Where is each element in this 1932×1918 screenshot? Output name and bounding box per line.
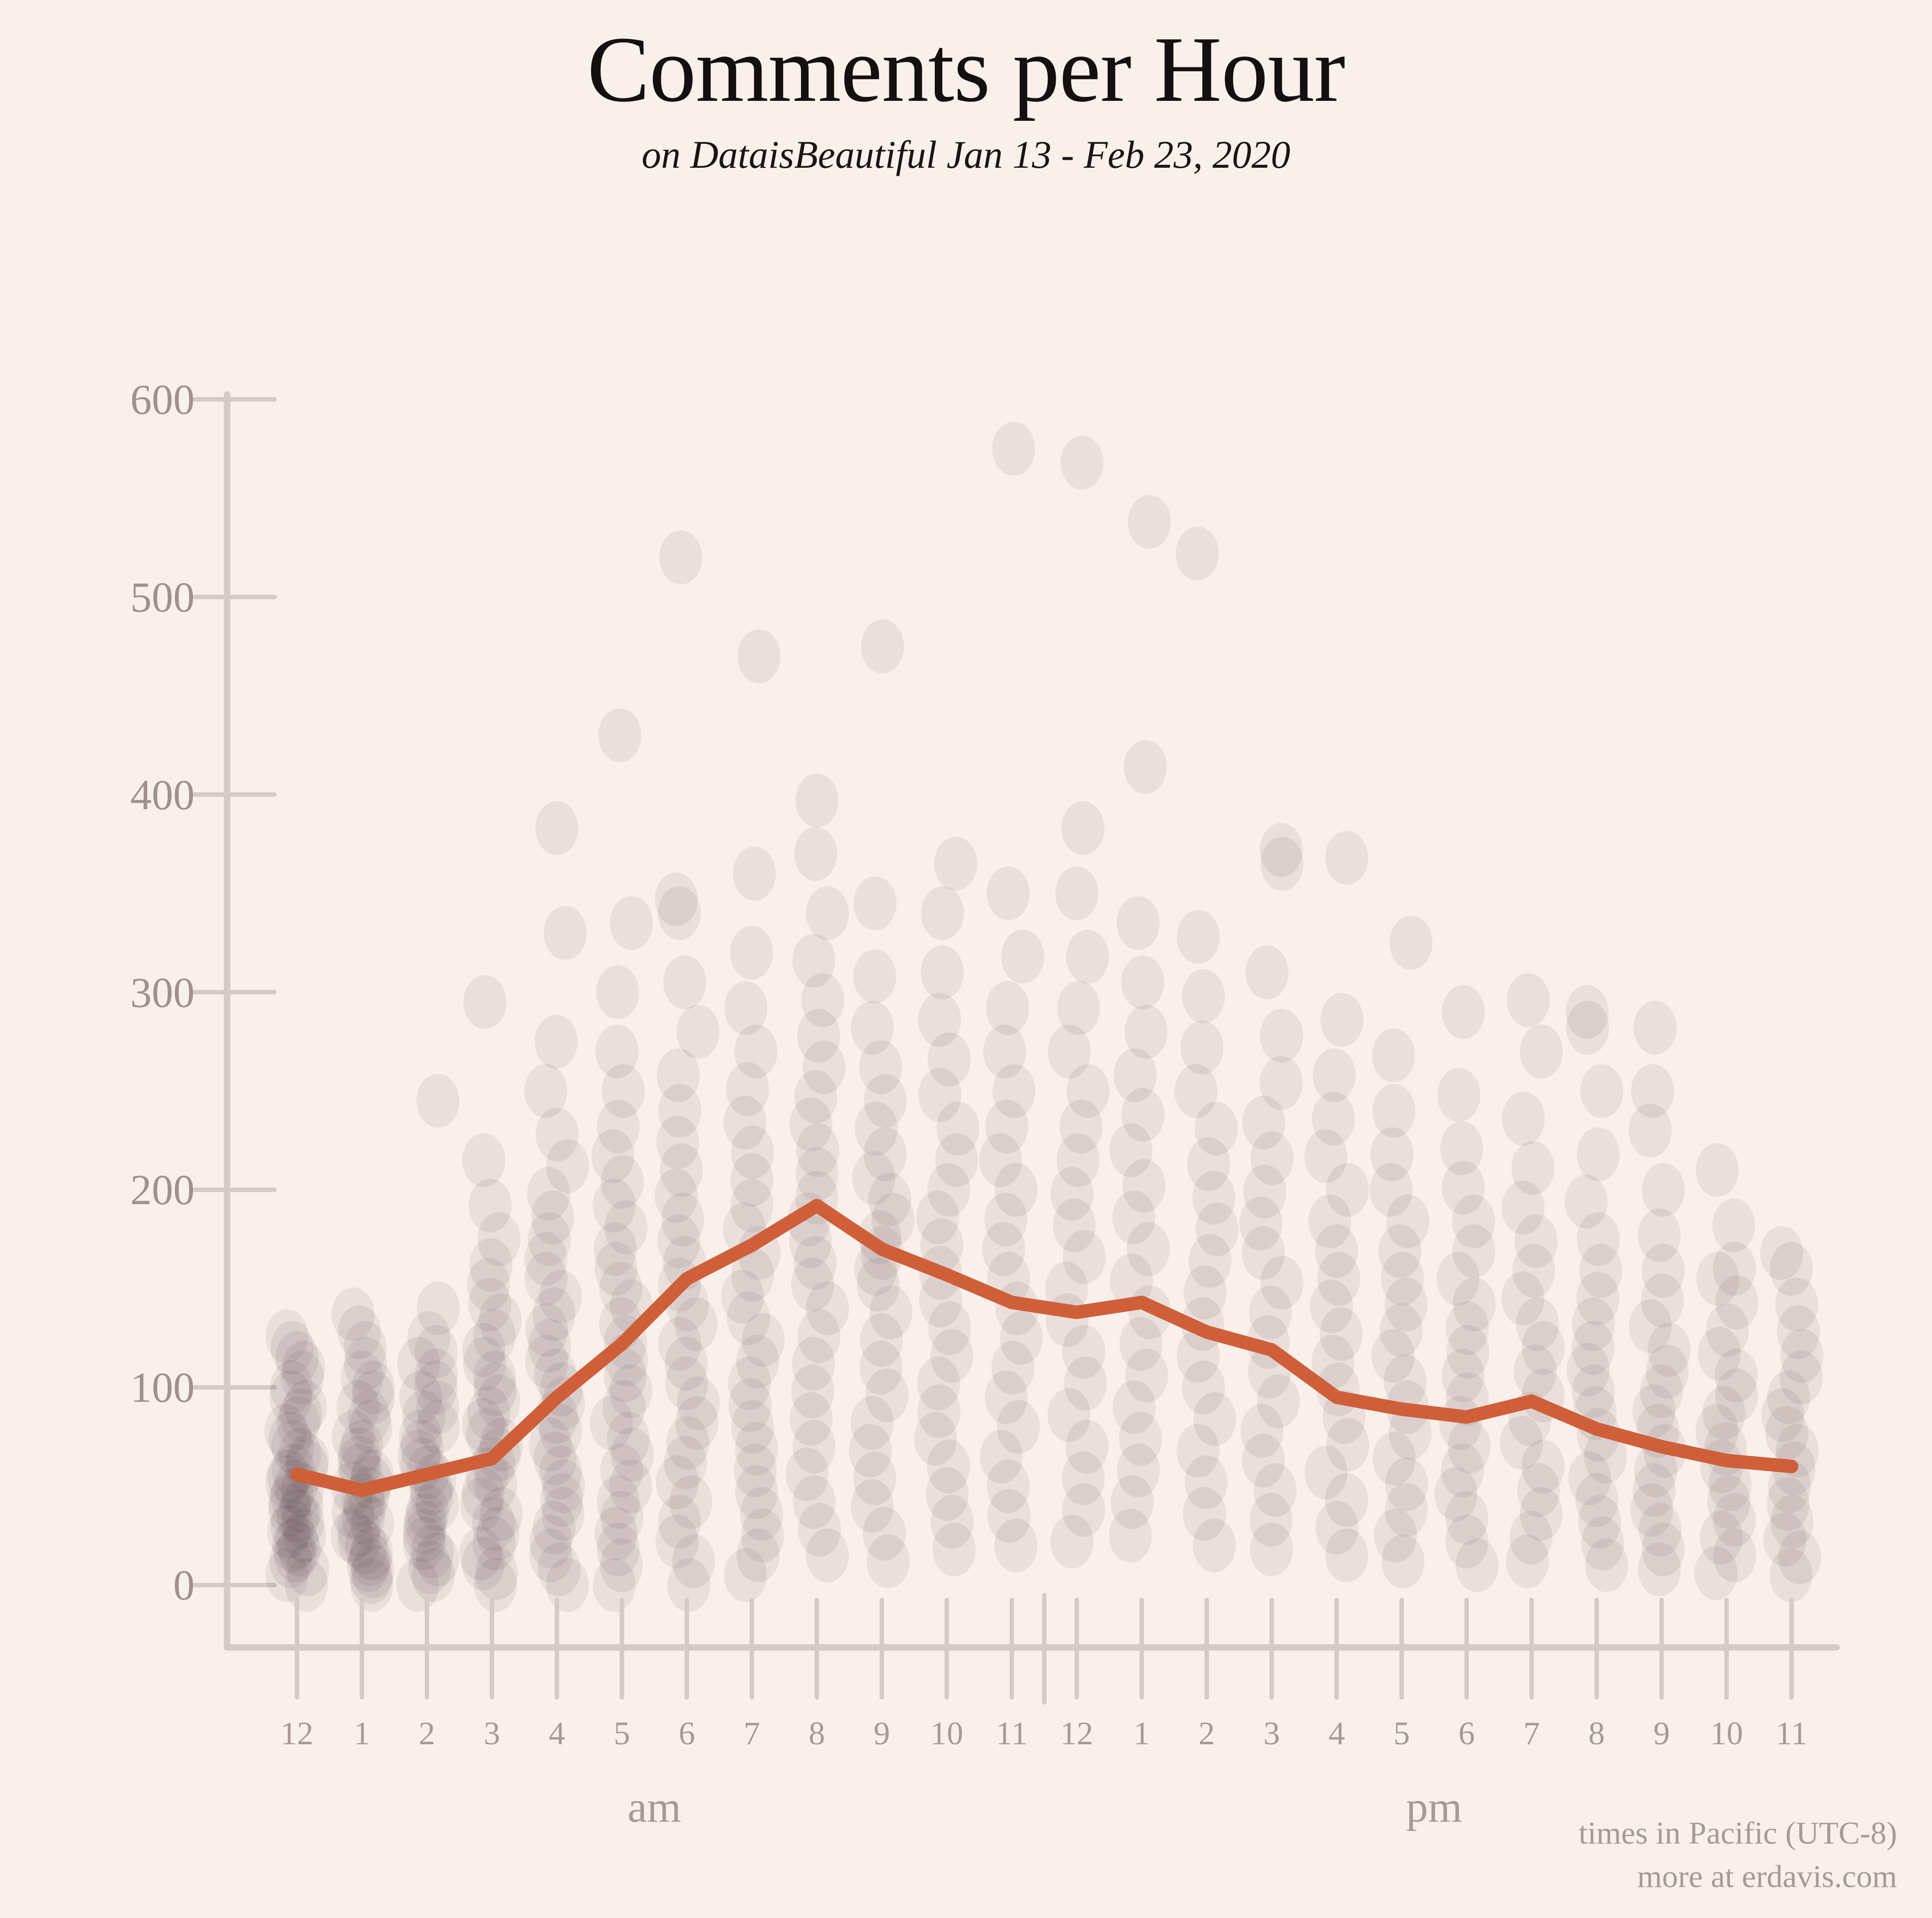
x-tick-label: 5 bbox=[613, 1715, 630, 1752]
x-tick-label: 8 bbox=[1588, 1715, 1605, 1752]
footer-note: times in Pacific (UTC-8) more at erdavis… bbox=[1579, 1812, 1897, 1898]
x-tick-label: 11 bbox=[1775, 1715, 1808, 1752]
x-tick-label: 12 bbox=[280, 1715, 313, 1752]
x-tick-label: 2 bbox=[1198, 1715, 1215, 1752]
x-tick-label: 6 bbox=[1458, 1715, 1475, 1752]
x-tick-label: 1 bbox=[1133, 1715, 1150, 1752]
x-tick-label: 4 bbox=[1328, 1715, 1345, 1752]
page-subtitle: on DataisBeautiful Jan 13 - Feb 23, 2020 bbox=[641, 133, 1291, 176]
x-tick-label: 1 bbox=[353, 1715, 370, 1752]
x-tick-label: 3 bbox=[484, 1715, 501, 1752]
y-tick-label: 100 bbox=[130, 1363, 195, 1412]
gridlines bbox=[192, 397, 277, 1588]
y-tick-label: 0 bbox=[173, 1561, 195, 1609]
x-tick-label: 9 bbox=[1653, 1715, 1670, 1752]
x-tick-label: 4 bbox=[549, 1715, 565, 1752]
x-tick-label: 5 bbox=[1393, 1715, 1410, 1752]
x-tick-label: 9 bbox=[873, 1715, 890, 1752]
x-tick-label: 3 bbox=[1263, 1715, 1280, 1752]
x-axis-am-label: am bbox=[627, 1783, 681, 1832]
x-tick-label: 11 bbox=[996, 1715, 1028, 1752]
x-tick-label: 7 bbox=[1523, 1715, 1540, 1752]
x-tick-label: 12 bbox=[1060, 1715, 1094, 1752]
y-tick-label: 300 bbox=[130, 968, 195, 1016]
x-tick-label: 8 bbox=[809, 1715, 826, 1752]
median-line bbox=[290, 1199, 1799, 1497]
footer-credit: more at erdavis.com bbox=[1637, 1858, 1897, 1894]
dot-cloud bbox=[264, 421, 1824, 1612]
footer-timezone: times in Pacific (UTC-8) bbox=[1578, 1815, 1897, 1851]
x-tick-label: 10 bbox=[1710, 1715, 1743, 1752]
y-tick-label: 400 bbox=[130, 770, 195, 819]
y-tick-label: 500 bbox=[130, 573, 195, 621]
x-axis-pm-label: pm bbox=[1406, 1783, 1462, 1832]
axis-spine bbox=[224, 391, 1840, 1651]
y-tick-label: 200 bbox=[130, 1166, 195, 1214]
x-tick-label: 6 bbox=[678, 1715, 695, 1752]
page-title: Comments per Hour bbox=[587, 17, 1345, 121]
x-tick-label: 7 bbox=[743, 1715, 760, 1752]
x-tick-marks bbox=[294, 1598, 1794, 1700]
y-tick-label: 600 bbox=[130, 375, 195, 423]
x-tick-label: 10 bbox=[930, 1715, 963, 1752]
x-tick-label: 2 bbox=[418, 1715, 435, 1752]
